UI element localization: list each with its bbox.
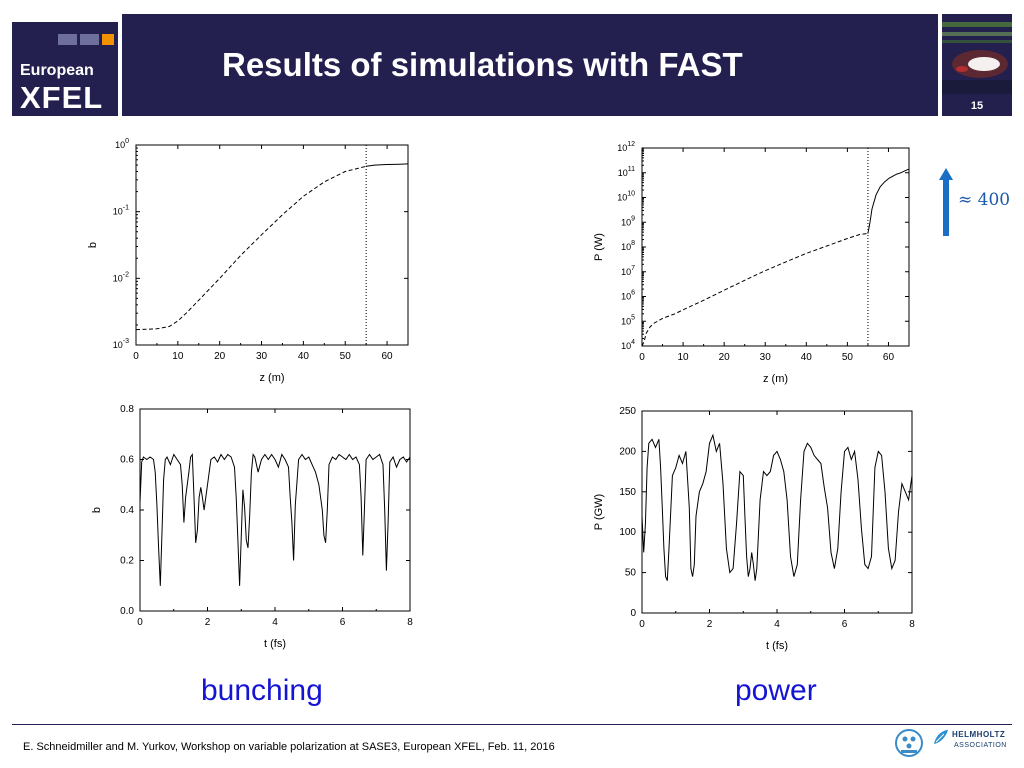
chart-power-vs-t: 0 2 4 6 8 0 50 100 150 200 250 t (fs) P (GW) bbox=[593, 406, 915, 652]
y-tick-label: 100 bbox=[619, 527, 636, 538]
y-tick-label: 250 bbox=[619, 406, 636, 417]
series-line-1 bbox=[867, 168, 910, 234]
desy-logo-icon bbox=[895, 729, 923, 757]
y-axis-label: P (GW) bbox=[593, 494, 605, 530]
slide-title: Results of simulations with FAST bbox=[222, 46, 743, 83]
growth-arrow bbox=[938, 168, 954, 243]
x-tick-label: 0 bbox=[137, 617, 143, 628]
page-number: 15 bbox=[970, 100, 984, 112]
y-tick-label: 0.0 bbox=[120, 606, 134, 617]
logo-square-orange bbox=[102, 34, 114, 45]
y-tick-label: 10-3 bbox=[113, 338, 129, 350]
x-tick-label: 20 bbox=[214, 351, 226, 362]
y-tick-label: 0.8 bbox=[120, 404, 134, 415]
y-tick-label: 104 bbox=[621, 339, 635, 351]
y-tick-label: 10-2 bbox=[113, 271, 129, 283]
x-tick-label: 0 bbox=[639, 619, 645, 630]
x-tick-label: 30 bbox=[760, 352, 772, 363]
helmholtz-leaf-icon bbox=[934, 730, 948, 744]
x-tick-label: 8 bbox=[909, 619, 915, 630]
x-axis-label: z (m) bbox=[259, 372, 284, 384]
helmholtz-logo: HELMHOLTZ ASSOCIATION bbox=[932, 728, 1012, 760]
y-tick-label: 0.6 bbox=[120, 455, 134, 466]
x-axis-label: t (fs) bbox=[264, 638, 286, 650]
y-tick-label: 10-1 bbox=[113, 205, 129, 217]
y-tick-label: 108 bbox=[621, 240, 635, 252]
y-tick-label: 0 bbox=[630, 608, 636, 619]
logo-square-1 bbox=[58, 34, 77, 45]
y-tick-label: 109 bbox=[621, 215, 635, 227]
x-tick-label: 60 bbox=[883, 352, 895, 363]
x-tick-label: 50 bbox=[842, 352, 854, 363]
y-tick-label: 0.4 bbox=[120, 505, 134, 516]
caption-bunching: bunching bbox=[201, 674, 323, 707]
chart-power-vs-z: 0 10 20 30 40 50 60 1012 1011 1010 109 108 107 106 105… bbox=[593, 141, 910, 385]
x-tick-label: 4 bbox=[272, 617, 278, 628]
x-tick-label: 6 bbox=[842, 619, 848, 630]
x-tick-label: 6 bbox=[340, 617, 346, 628]
x-tick-label: 20 bbox=[719, 352, 731, 363]
footer-citation: E. Schneidmiller and M. Yurkov, Workshop… bbox=[23, 741, 555, 753]
x-tick-label: 10 bbox=[172, 351, 184, 362]
header-photo: 15 bbox=[942, 14, 1012, 116]
caption-power: power bbox=[735, 674, 817, 707]
tunnel-photo-image bbox=[942, 14, 1012, 116]
y-tick-label: 0.2 bbox=[120, 556, 134, 567]
y-tick-label: 50 bbox=[625, 568, 637, 579]
y-tick-label: 107 bbox=[621, 265, 635, 277]
chart-b-vs-t: 0 2 4 6 8 0.0 0.2 0.4 0.6 0.8 t (fs) b bbox=[91, 404, 413, 650]
helmholtz-text: HELMHOLTZ bbox=[952, 730, 1006, 739]
x-tick-label: 40 bbox=[298, 351, 310, 362]
up-arrow-icon bbox=[939, 168, 953, 236]
y-tick-label: 1011 bbox=[618, 166, 635, 178]
y-tick-label: 105 bbox=[621, 314, 635, 326]
logo-text-european: European bbox=[20, 62, 94, 79]
x-tick-label: 8 bbox=[407, 617, 413, 628]
plot-frame bbox=[135, 144, 409, 346]
series-line-0 bbox=[641, 433, 913, 581]
desy-logo bbox=[894, 728, 924, 758]
x-axis-label: z (m) bbox=[763, 373, 788, 385]
plot-frame bbox=[641, 147, 910, 347]
x-tick-label: 50 bbox=[340, 351, 352, 362]
x-tick-label: 4 bbox=[774, 619, 780, 630]
ratio-annotation: ≈ 400 bbox=[958, 190, 1011, 210]
header-bar: Results of simulations with FAST bbox=[122, 14, 938, 116]
y-tick-label: 1010 bbox=[617, 191, 635, 203]
y-tick-label: 106 bbox=[621, 290, 635, 302]
logo-square-2 bbox=[80, 34, 99, 45]
footer-divider bbox=[12, 724, 1012, 725]
y-axis-label: b bbox=[87, 242, 99, 248]
series-line-1 bbox=[366, 163, 409, 167]
y-tick-label: 1012 bbox=[617, 141, 635, 153]
x-tick-label: 60 bbox=[382, 351, 394, 362]
y-tick-label: 200 bbox=[619, 446, 636, 457]
plot-frame bbox=[641, 410, 913, 614]
y-axis-label: b bbox=[91, 507, 103, 513]
x-tick-label: 2 bbox=[707, 619, 713, 630]
series-line-0 bbox=[641, 233, 868, 347]
y-tick-label: 100 bbox=[115, 138, 129, 150]
association-text: ASSOCIATION bbox=[954, 742, 1007, 749]
x-tick-label: 30 bbox=[256, 351, 268, 362]
plot-frame bbox=[139, 408, 411, 612]
x-tick-label: 2 bbox=[205, 617, 211, 628]
x-axis-label: t (fs) bbox=[766, 640, 788, 652]
series-line-0 bbox=[135, 165, 367, 331]
logo-text-xfel: XFEL bbox=[20, 80, 104, 115]
y-axis-label: P (W) bbox=[593, 233, 605, 261]
x-tick-label: 10 bbox=[678, 352, 690, 363]
x-tick-label: 0 bbox=[639, 352, 645, 363]
series-line-0 bbox=[139, 452, 411, 586]
european-xfel-logo: European XFEL bbox=[12, 22, 118, 116]
x-tick-label: 40 bbox=[801, 352, 813, 363]
y-tick-label: 150 bbox=[619, 487, 636, 498]
chart-b-vs-z: 0 10 20 30 40 50 60 100 10-1 10-2 10-3 z (m) b bbox=[87, 138, 409, 384]
x-tick-label: 0 bbox=[133, 351, 139, 362]
